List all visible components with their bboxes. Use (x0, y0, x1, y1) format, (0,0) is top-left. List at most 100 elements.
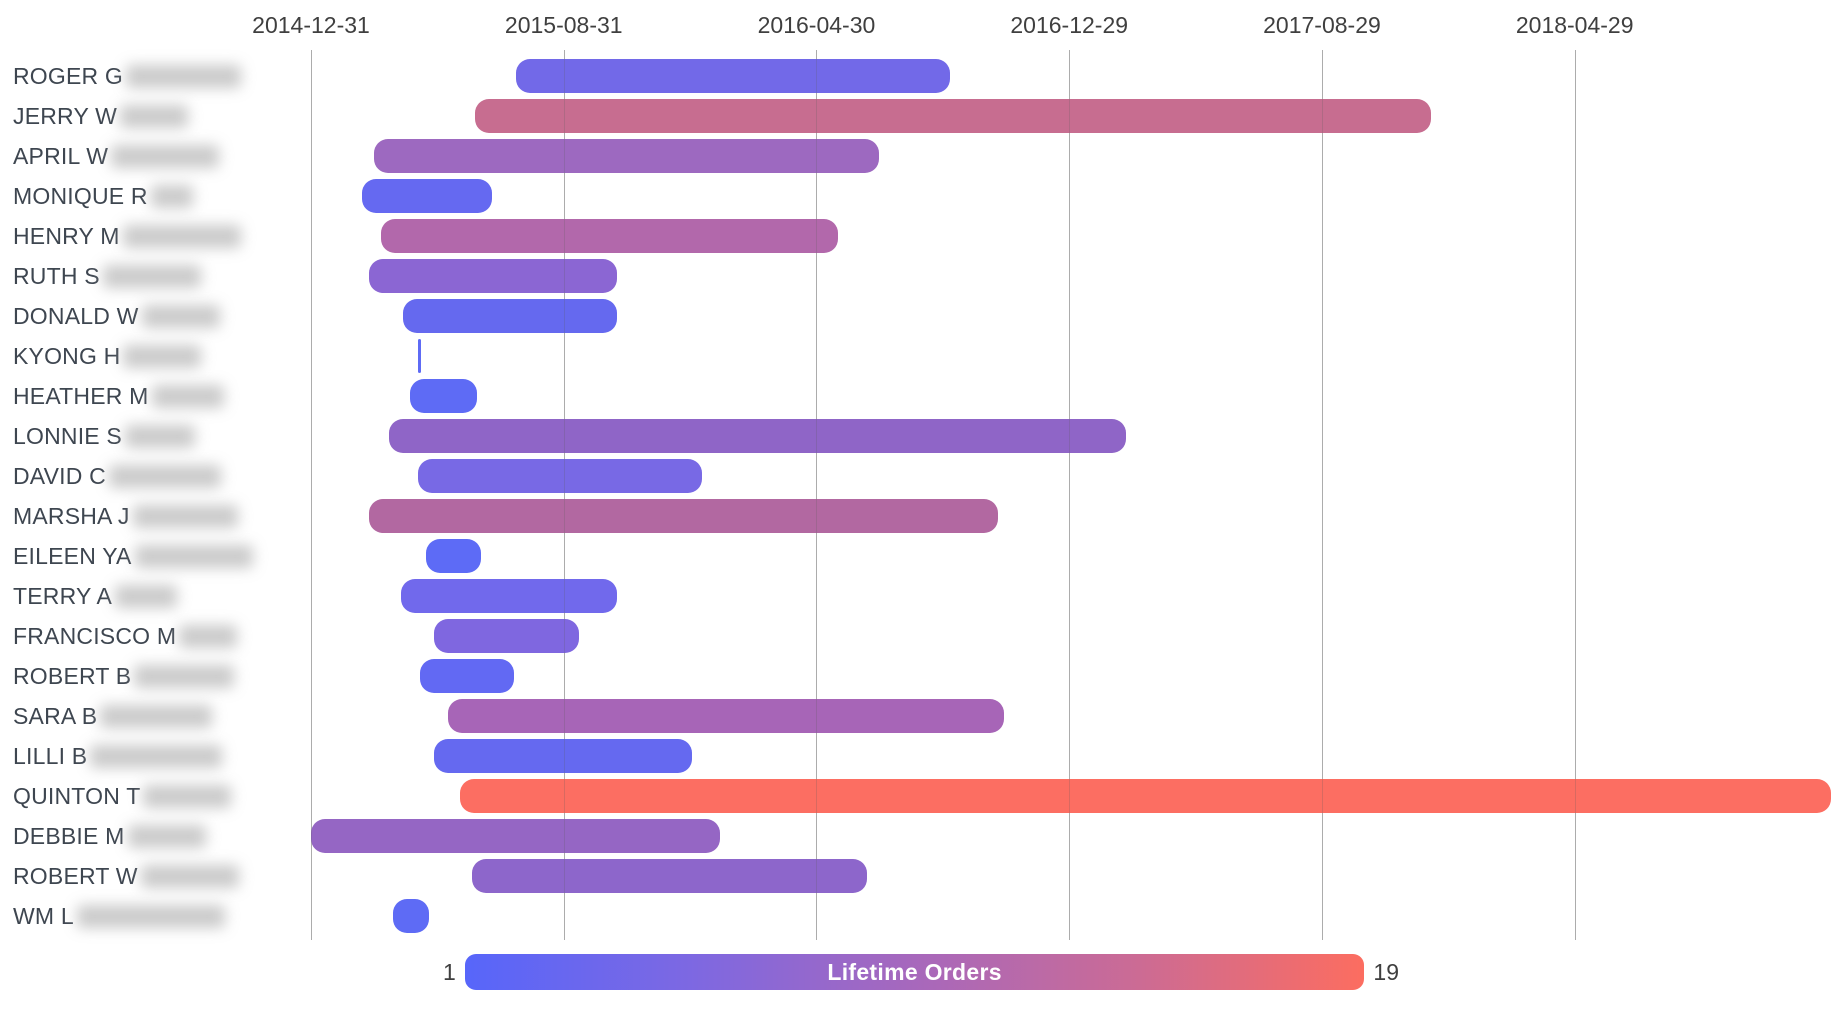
customer-name-text: MONIQUE R (13, 183, 148, 209)
gridline-overlay (1321, 50, 1323, 940)
redacted-name-blur (100, 705, 213, 728)
redacted-name-blur (90, 745, 223, 768)
chart-row (311, 56, 1842, 96)
order-lifetime-bar[interactable] (475, 99, 1432, 133)
order-lifetime-bar[interactable] (380, 219, 839, 253)
customer-name-label: APRIL W (13, 136, 220, 176)
order-lifetime-bar[interactable] (361, 179, 492, 213)
redacted-name-blur (134, 665, 235, 688)
order-lifetime-bar[interactable] (311, 819, 720, 853)
chart-row (311, 456, 1842, 496)
redacted-name-blur (140, 865, 239, 888)
order-lifetime-bar[interactable] (402, 299, 617, 333)
chart-row (311, 256, 1842, 296)
redacted-name-blur (179, 625, 238, 648)
order-lifetime-bar[interactable] (433, 619, 580, 653)
redacted-name-blur (122, 225, 241, 248)
order-lifetime-bar[interactable] (374, 139, 879, 173)
redacted-name-blur (150, 185, 193, 208)
gridline (563, 50, 565, 940)
order-lifetime-bar[interactable] (420, 659, 514, 693)
customer-name-label: DONALD W (13, 296, 220, 336)
customer-name-label: QUINTON T (13, 776, 232, 816)
redacted-name-blur (114, 585, 177, 608)
chart-row (311, 376, 1842, 416)
order-lifetime-bar[interactable] (472, 859, 868, 893)
redacted-name-blur (102, 265, 201, 288)
customer-name-text: JERRY W (13, 103, 118, 129)
customer-name-text: DAVID C (13, 463, 106, 489)
redacted-name-blur (123, 345, 202, 368)
gridline-overlay (1069, 50, 1071, 940)
chart-row (311, 856, 1842, 896)
chart-row (311, 216, 1842, 256)
legend-title: Lifetime Orders (827, 958, 1002, 985)
order-lifetime-bar[interactable] (515, 59, 950, 93)
redacted-name-blur (76, 905, 225, 928)
chart-row (311, 336, 1842, 376)
order-lifetime-bar[interactable] (433, 739, 692, 773)
order-lifetime-bar[interactable] (418, 339, 422, 373)
customer-name-label: SARA B (13, 696, 213, 736)
gridline-overlay (816, 50, 818, 940)
customer-name-label: MONIQUE R (13, 176, 193, 216)
redacted-name-blur (126, 65, 242, 88)
customer-name-text: ROBERT W (13, 863, 138, 889)
customer-name-text: TERRY A (13, 583, 112, 609)
order-lifetime-bar[interactable] (369, 499, 999, 533)
x-axis-tick-label: 2014-12-31 (252, 12, 370, 38)
customer-name-label: HENRY M (13, 216, 241, 256)
order-lifetime-bar[interactable] (409, 379, 478, 413)
gridline (816, 50, 818, 940)
redacted-name-blur (134, 545, 253, 568)
redacted-name-blur (151, 385, 224, 408)
chart-row (311, 296, 1842, 336)
customer-name-text: LONNIE S (13, 423, 122, 449)
customer-name-label: ROBERT B (13, 656, 235, 696)
customer-name-text: APRIL W (13, 143, 109, 169)
chart-row (311, 536, 1842, 576)
customer-name-text: FRANCISCO M (13, 623, 177, 649)
customer-name-text: ROGER G (13, 63, 124, 89)
order-lifetime-bar[interactable] (389, 419, 1127, 453)
order-lifetime-bar[interactable] (459, 779, 1831, 813)
plot-area: 2014-12-31 2015-08-31 2016-04-30 2016-12-29… (252, 12, 1842, 940)
legend-max-label: 19 (1373, 958, 1399, 985)
customer-name-text: SARA B (13, 703, 98, 729)
gridline (1321, 50, 1323, 940)
order-lifetime-bar[interactable] (426, 539, 481, 573)
customer-name-text: DEBBIE M (13, 823, 125, 849)
customer-name-text: HENRY M (13, 223, 120, 249)
customer-name-text: LILLI B (13, 743, 88, 769)
legend-min-label: 1 (443, 958, 456, 985)
customer-name-label: HEATHER M (13, 376, 224, 416)
order-lifetime-bar[interactable] (448, 699, 1004, 733)
customer-name-label: FRANCISCO M (13, 616, 238, 656)
gridline (1069, 50, 1071, 940)
order-lifetime-bar[interactable] (369, 259, 617, 293)
customer-name-text: DONALD W (13, 303, 139, 329)
customer-name-label: TERRY A (13, 576, 177, 616)
order-lifetime-bar[interactable] (401, 579, 617, 613)
customer-name-label: WM L (13, 896, 225, 936)
chart-row (311, 616, 1842, 656)
customer-name-text: ROBERT B (13, 663, 132, 689)
order-lifetime-bar[interactable] (418, 459, 703, 493)
chart-row (311, 816, 1842, 856)
customer-name-label: JERRY W (13, 96, 189, 136)
x-axis-tick-label: 2015-08-31 (504, 12, 623, 38)
x-axis-tick-label: 2016-04-30 (757, 12, 876, 38)
redacted-name-blur (141, 305, 220, 328)
gridline-overlay (563, 50, 565, 940)
customer-name-label: EILEEN YA (13, 536, 253, 576)
x-axis-tick-label: 2017-08-29 (1263, 12, 1381, 38)
color-legend: 1 Lifetime Orders 19 (443, 952, 1399, 992)
gridline (1574, 50, 1576, 940)
chart-row (311, 136, 1842, 176)
redacted-name-blur (127, 825, 206, 848)
gridline (311, 50, 312, 940)
order-lifetime-bar[interactable] (393, 899, 429, 933)
chart-row (311, 96, 1842, 136)
customer-name-text: EILEEN YA (13, 543, 132, 569)
